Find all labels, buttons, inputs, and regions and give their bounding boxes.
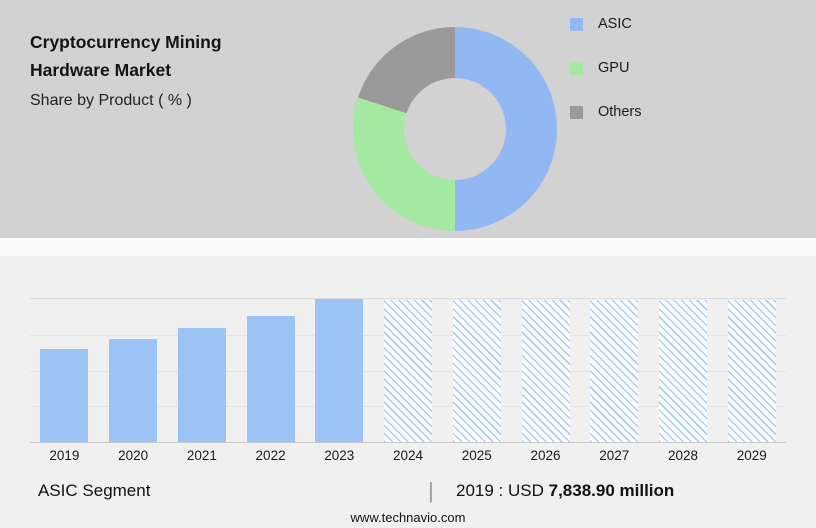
bar-slot-2020	[99, 299, 168, 442]
legend-swatch-asic	[570, 17, 583, 31]
forecast-bar-2025	[452, 300, 501, 442]
page-title-line2: Hardware Market	[30, 60, 172, 80]
bar-slot-2019	[30, 299, 99, 442]
legend-swatch-others	[570, 105, 583, 119]
donut-hole	[404, 78, 506, 180]
website-link[interactable]: www.technavio.com	[350, 510, 466, 525]
market-size-panel: 2019 2020 2021 2022 2023 2024 2025 2026 2027 2028…	[0, 256, 816, 528]
bar-slot-2023	[305, 299, 374, 442]
x-axis-label-2027: 2027	[599, 448, 630, 463]
donut-chart	[353, 27, 557, 231]
bar-chart-plot	[30, 298, 786, 443]
x-axis-label-2023: 2023	[324, 448, 355, 463]
bar-2022	[246, 316, 295, 442]
value-prefix: 2019 : USD	[456, 481, 549, 500]
x-axis-label-2026: 2026	[530, 448, 561, 463]
bar-slot-2022	[236, 299, 305, 442]
bar-2019	[40, 349, 89, 442]
bar-2020	[109, 339, 158, 442]
x-axis-label-2024: 2024	[393, 448, 424, 463]
caption-separator: |	[428, 478, 434, 503]
forecast-bar-2026	[521, 300, 570, 442]
legend-label-gpu: GPU	[598, 60, 630, 76]
legend-label-asic: ASIC	[598, 16, 632, 32]
x-axis-label-2028: 2028	[667, 448, 698, 463]
bar-slot-2024	[374, 299, 443, 442]
bar-slot-2025	[442, 299, 511, 442]
legend-item-gpu: GPU	[570, 58, 642, 78]
value-amount: 7,838.90 million	[548, 481, 675, 500]
forecast-bar-2024	[384, 300, 433, 442]
x-axis-label-2021: 2021	[186, 448, 217, 463]
segment-label: ASIC Segment	[38, 481, 151, 500]
caption-row: ASIC Segment | 2019 : USD 7,838.90 milli…	[0, 478, 816, 508]
bar-2023	[315, 299, 364, 442]
x-axis-label-2029: 2029	[736, 448, 767, 463]
page-title-line1: Cryptocurrency Mining	[30, 32, 222, 52]
market-value-2019: 2019 : USD 7,838.90 million	[456, 481, 674, 501]
x-axis-label-2019: 2019	[49, 448, 80, 463]
forecast-bar-2029	[727, 300, 776, 442]
chart-legend: ASIC GPU Others	[570, 14, 642, 146]
chart-subtitle: Share by Product ( % )	[30, 92, 192, 109]
share-by-product-panel: Cryptocurrency Mining Hardware Market Sh…	[0, 0, 816, 238]
legend-item-others: Others	[570, 102, 642, 122]
panel-divider-band	[0, 238, 816, 256]
legend-label-others: Others	[598, 104, 642, 120]
bar-slot-2027	[580, 299, 649, 442]
title-block: Cryptocurrency Mining Hardware Market Sh…	[30, 28, 222, 110]
x-axis-label-2022: 2022	[255, 448, 286, 463]
forecast-bar-2028	[658, 300, 707, 442]
bar-slot-2026	[511, 299, 580, 442]
x-axis-labels: 2019 2020 2021 2022 2023 2024 2025 2026 2027 2028…	[30, 448, 786, 468]
bar-slot-2028	[649, 299, 718, 442]
bar-2021	[177, 327, 226, 442]
bar-slot-2021	[167, 299, 236, 442]
legend-swatch-gpu	[570, 61, 583, 75]
forecast-bar-2027	[590, 300, 639, 442]
x-axis-label-2020: 2020	[118, 448, 149, 463]
legend-item-asic: ASIC	[570, 14, 642, 34]
x-axis-label-2025: 2025	[461, 448, 492, 463]
bar-slot-2029	[717, 299, 786, 442]
